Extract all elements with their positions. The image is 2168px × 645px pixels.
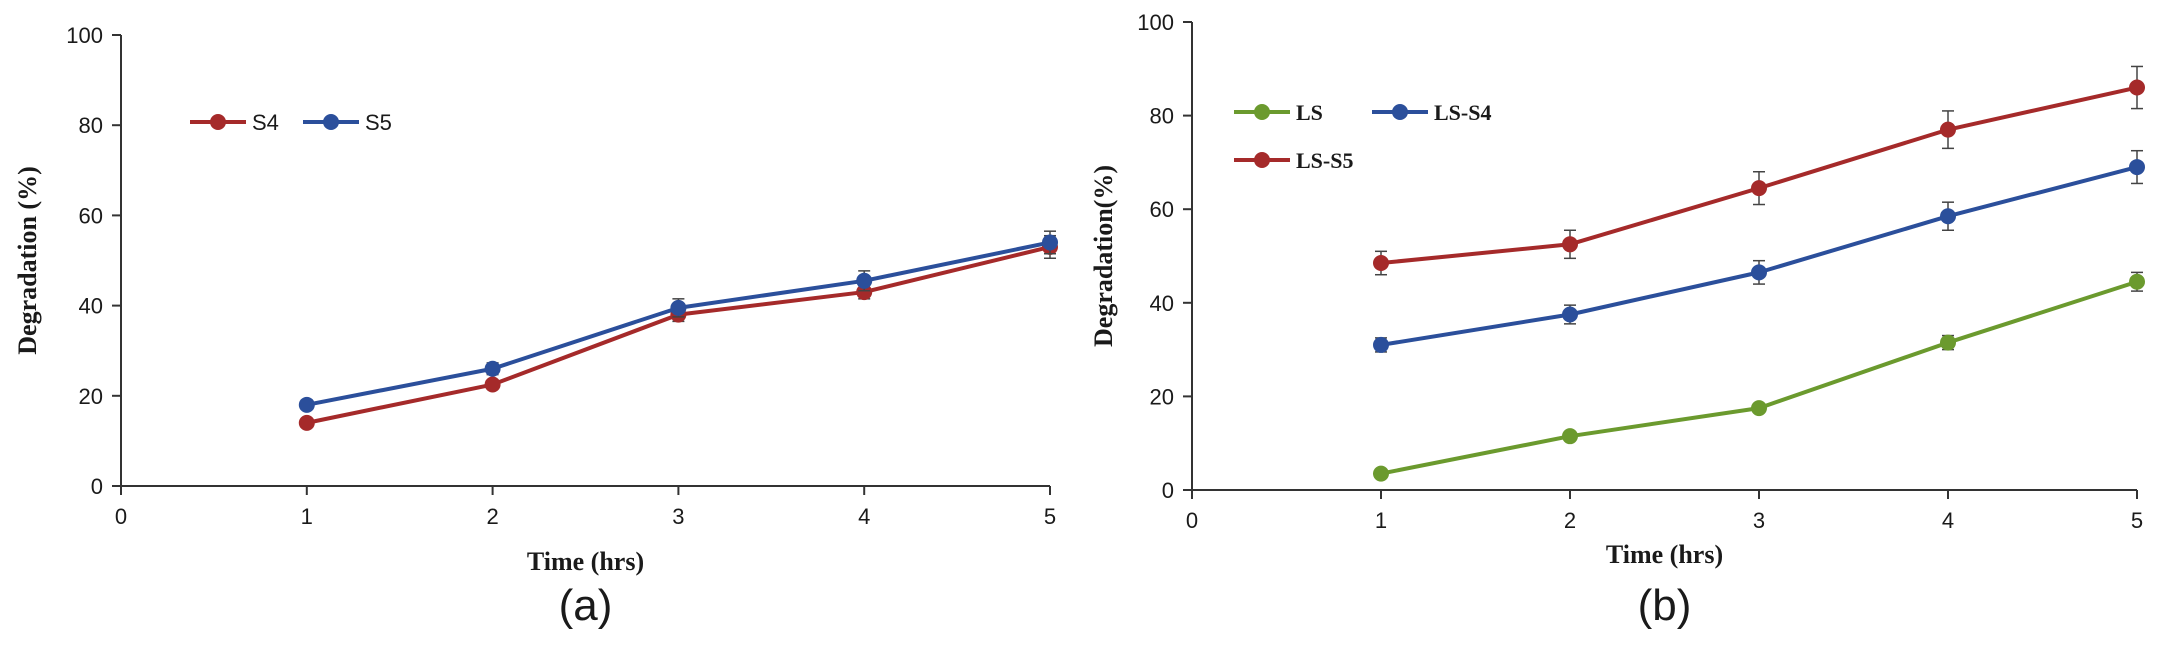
a-y-tick-label: 100 [66, 23, 103, 48]
b-data-point [1940, 208, 1956, 225]
a-legend-label: S5 [365, 110, 392, 135]
b-data-point [2129, 273, 2145, 290]
a-panel-label: (a) [559, 581, 613, 630]
b-y-axis-label: Degradation(%) [1089, 165, 1118, 347]
b-data-point [1751, 264, 1767, 281]
panel-a-chart: 0 1 2 3 4 5 0 20 40 60 80 100 Time (hrs) Degradation … [13, 23, 1058, 630]
b-data-point [1940, 121, 1956, 138]
b-legend-label: LS-S4 [1434, 100, 1491, 125]
b-data-point [1751, 180, 1767, 197]
b-y-tick-label: 40 [1150, 291, 1174, 316]
a-data-point [298, 414, 315, 431]
a-x-tick-label: 5 [1044, 504, 1056, 529]
b-data-point [1562, 428, 1578, 445]
b-series-ls-s5 [1373, 65, 2145, 276]
a-legend-s4: S4 [190, 110, 279, 135]
b-x-tick-label: 5 [2131, 508, 2143, 533]
a-x-tick-label: 0 [115, 504, 127, 529]
b-series-ls-s4 [1373, 149, 2145, 353]
b-data-point [1940, 334, 1956, 351]
a-series-s5 [298, 230, 1058, 413]
b-data-point [1373, 336, 1389, 353]
a-x-axis-label: Time (hrs) [527, 547, 644, 576]
a-x-tick-label: 3 [672, 504, 684, 529]
b-legend-label: LS [1296, 100, 1323, 125]
b-y-tick-label: 20 [1150, 384, 1174, 409]
b-data-point [1751, 400, 1767, 417]
b-data-point [2129, 79, 2145, 96]
b-legend-swatch-marker [1392, 104, 1408, 120]
b-y-tick-label: 80 [1150, 104, 1174, 129]
a-data-point [856, 284, 873, 301]
b-legend-label: LS-S5 [1296, 148, 1353, 173]
b-legend-swatch-marker [1254, 104, 1270, 120]
b-data-point [1562, 306, 1578, 323]
panel-b-chart: 0 1 2 3 4 5 0 20 40 60 80 100 Time (hrs) Degradation(… [1089, 10, 2145, 630]
a-y-tick-label: 80 [79, 113, 103, 138]
b-x-tick-label: 4 [1942, 508, 1954, 533]
a-y-tick-label: 20 [79, 384, 103, 409]
b-panel-label: (b) [1638, 581, 1692, 630]
a-x-tick-label: 1 [301, 504, 313, 529]
b-data-point [2129, 159, 2145, 176]
b-series-line [1380, 279, 2138, 476]
b-y-tick-label: 60 [1150, 197, 1174, 222]
b-data-point [1562, 236, 1578, 253]
a-y-axis-label: Degradation (%) [13, 166, 42, 354]
a-series-line [306, 245, 1051, 425]
b-data-point [1373, 255, 1389, 272]
a-data-point [298, 396, 315, 413]
b-legend-ls-s4: LS-S4 [1372, 100, 1491, 125]
b-x-axis-label: Time (hrs) [1606, 540, 1723, 569]
a-data-point [670, 299, 687, 316]
a-series-line [306, 240, 1051, 407]
b-series-ls [1373, 271, 2145, 482]
b-legend-ls-s5: LS-S5 [1234, 148, 1353, 173]
b-data-point [1373, 465, 1389, 482]
b-legend-swatch-marker [1254, 152, 1270, 168]
a-legend-label: S4 [252, 110, 279, 135]
a-data-point [856, 272, 873, 289]
b-legend-ls: LS [1234, 100, 1323, 125]
a-y-tick-label: 40 [79, 294, 103, 319]
b-y-tick-label: 100 [1137, 10, 1174, 35]
a-data-point [1042, 234, 1058, 251]
b-x-tick-label: 2 [1564, 508, 1576, 533]
a-x-tick-label: 4 [858, 504, 870, 529]
a-legend-swatch-marker [323, 114, 339, 130]
b-x-tick-label: 3 [1753, 508, 1765, 533]
a-data-point [484, 376, 501, 393]
a-data-point [484, 360, 501, 377]
b-y-tick-label: 0 [1162, 478, 1174, 503]
a-legend-swatch-marker [210, 114, 226, 130]
b-x-tick-label: 0 [1186, 508, 1198, 533]
b-x-tick-label: 1 [1375, 508, 1387, 533]
a-y-tick-label: 0 [91, 474, 103, 499]
a-legend-s5: S5 [303, 110, 392, 135]
a-y-tick-label: 60 [79, 203, 103, 228]
a-x-tick-label: 2 [486, 504, 498, 529]
